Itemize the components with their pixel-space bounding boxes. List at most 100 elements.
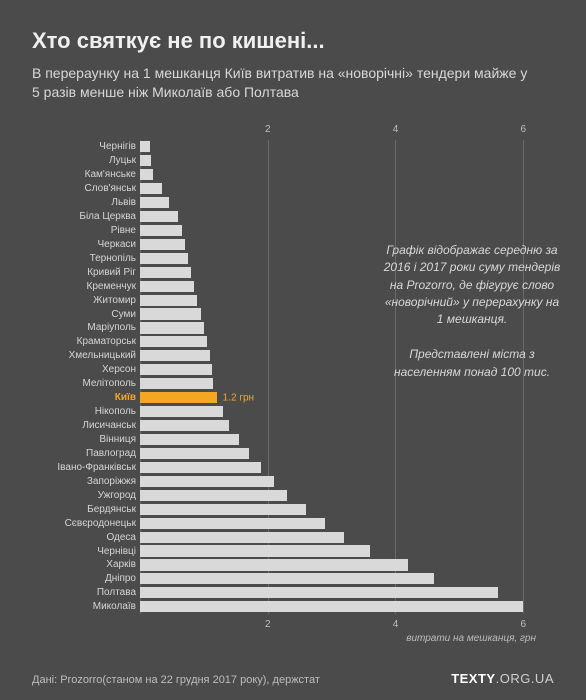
bar-label: Кривий Ріг: [32, 267, 140, 278]
chart-note: Графік відображає середню за 2016 і 2017…: [382, 242, 562, 381]
bar-track: [140, 586, 536, 600]
bar-label: Вінниця: [32, 434, 140, 445]
bar-label: Луцьк: [32, 155, 140, 166]
bar-label: Одеса: [32, 532, 140, 543]
chart-area: Чернігів Луцьк Кам'янськеСлов'янськЛьвів Бі…: [32, 122, 554, 642]
bar: [140, 518, 325, 529]
infographic-page: Хто святкує не по кишені... В перераунку…: [0, 0, 586, 700]
bar: [140, 420, 229, 431]
bar-label: Херсон: [32, 364, 140, 375]
bar-row: Чернівці: [32, 544, 536, 558]
bar: [140, 253, 188, 264]
bar-label: Бердянськ: [32, 504, 140, 515]
bar-track: [140, 154, 536, 168]
bar-track: [140, 419, 536, 433]
bar-row: Рівне: [32, 223, 536, 237]
x-tick-bottom: 2: [258, 619, 278, 630]
bar: [140, 267, 191, 278]
bar-label: Львів: [32, 197, 140, 208]
bar: [140, 392, 217, 403]
bar-track: [140, 182, 536, 196]
bar-label: Миколаїв: [32, 601, 140, 612]
bar-label: Черкаси: [32, 239, 140, 250]
source-text: Дані: Prozorro(станом на 22 грудня 2017 …: [32, 674, 320, 686]
bar-row: Нікополь: [32, 405, 536, 419]
bar-row: Полтава: [32, 586, 536, 600]
bar-label: Запоріжжя: [32, 476, 140, 487]
bar-label: Житомир: [32, 295, 140, 306]
bar-row: Сєвєродонецьк: [32, 516, 536, 530]
highlight-value-label: 1.2 грн: [223, 392, 254, 403]
bar: [140, 183, 162, 194]
bar-track: [140, 558, 536, 572]
bar-row: Дніпро: [32, 572, 536, 586]
bar-track: [140, 209, 536, 223]
bar: [140, 490, 287, 501]
bar-label: Лисичанськ: [32, 420, 140, 431]
bar-row: Запоріжжя: [32, 474, 536, 488]
logo: TEXTY.ORG.UA: [451, 671, 554, 686]
bar-label: Біла Церква: [32, 211, 140, 222]
bar-label: Сєвєродонецьк: [32, 518, 140, 529]
bar: [140, 197, 169, 208]
bar: [140, 336, 207, 347]
bar-track: [140, 446, 536, 460]
bar-row: Ужгород: [32, 488, 536, 502]
bar-track: [140, 223, 536, 237]
bar-track: [140, 140, 536, 154]
bar: [140, 211, 178, 222]
bar: [140, 573, 434, 584]
bar-label: Харків: [32, 559, 140, 570]
bar-label: Суми: [32, 309, 140, 320]
bar: [140, 476, 274, 487]
x-tick-top: 6: [513, 124, 533, 135]
bar: [140, 406, 223, 417]
bar-track: 1.2 грн: [140, 391, 536, 405]
page-subtitle: В перераунку на 1 мешканця Київ витратив…: [32, 64, 532, 102]
bar: [140, 155, 151, 166]
bar: [140, 239, 185, 250]
chart-note-p2: Представлені міста з населенням понад 10…: [394, 347, 550, 378]
x-tick-bottom: 6: [513, 619, 533, 630]
bar: [140, 559, 408, 570]
bar-label: Маріуполь: [32, 322, 140, 333]
bar: [140, 448, 249, 459]
bar-row: Кам'янське: [32, 168, 536, 182]
bar-track: [140, 460, 536, 474]
bar-row: Київ 1.2 грн: [32, 391, 536, 405]
bar-row: Лисичанськ: [32, 419, 536, 433]
bar-row: Слов'янськ: [32, 182, 536, 196]
bar: [140, 169, 153, 180]
bar-track: [140, 530, 536, 544]
bar-row: Чернігів: [32, 140, 536, 154]
logo-rest: .ORG.UA: [496, 671, 554, 686]
bar-row: Миколаїв: [32, 600, 536, 614]
bar-label: Кременчук: [32, 281, 140, 292]
bar-label: Полтава: [32, 587, 140, 598]
bar: [140, 295, 197, 306]
bar-label: Ужгород: [32, 490, 140, 501]
footer: Дані: Prozorro(станом на 22 грудня 2017 …: [32, 671, 554, 686]
bar-label: Київ: [32, 392, 140, 403]
page-title: Хто святкує не по кишені...: [32, 28, 554, 54]
bar-row: Бердянськ: [32, 502, 536, 516]
bar-label: Краматорськ: [32, 336, 140, 347]
x-tick-top: 4: [385, 124, 405, 135]
bar-track: [140, 572, 536, 586]
bar-track: [140, 474, 536, 488]
bar: [140, 281, 194, 292]
bar-label: Рівне: [32, 225, 140, 236]
bar-track: [140, 433, 536, 447]
bar-track: [140, 488, 536, 502]
bar-label: Чернігів: [32, 141, 140, 152]
bar-track: [140, 600, 536, 614]
bar-track: [140, 196, 536, 210]
bar: [140, 364, 212, 375]
bar-label: Хмельницький: [32, 350, 140, 361]
bar: [140, 532, 344, 543]
bar-label: Нікополь: [32, 406, 140, 417]
bar-row: Харків: [32, 558, 536, 572]
bar: [140, 378, 213, 389]
bar: [140, 462, 261, 473]
bar-track: [140, 516, 536, 530]
